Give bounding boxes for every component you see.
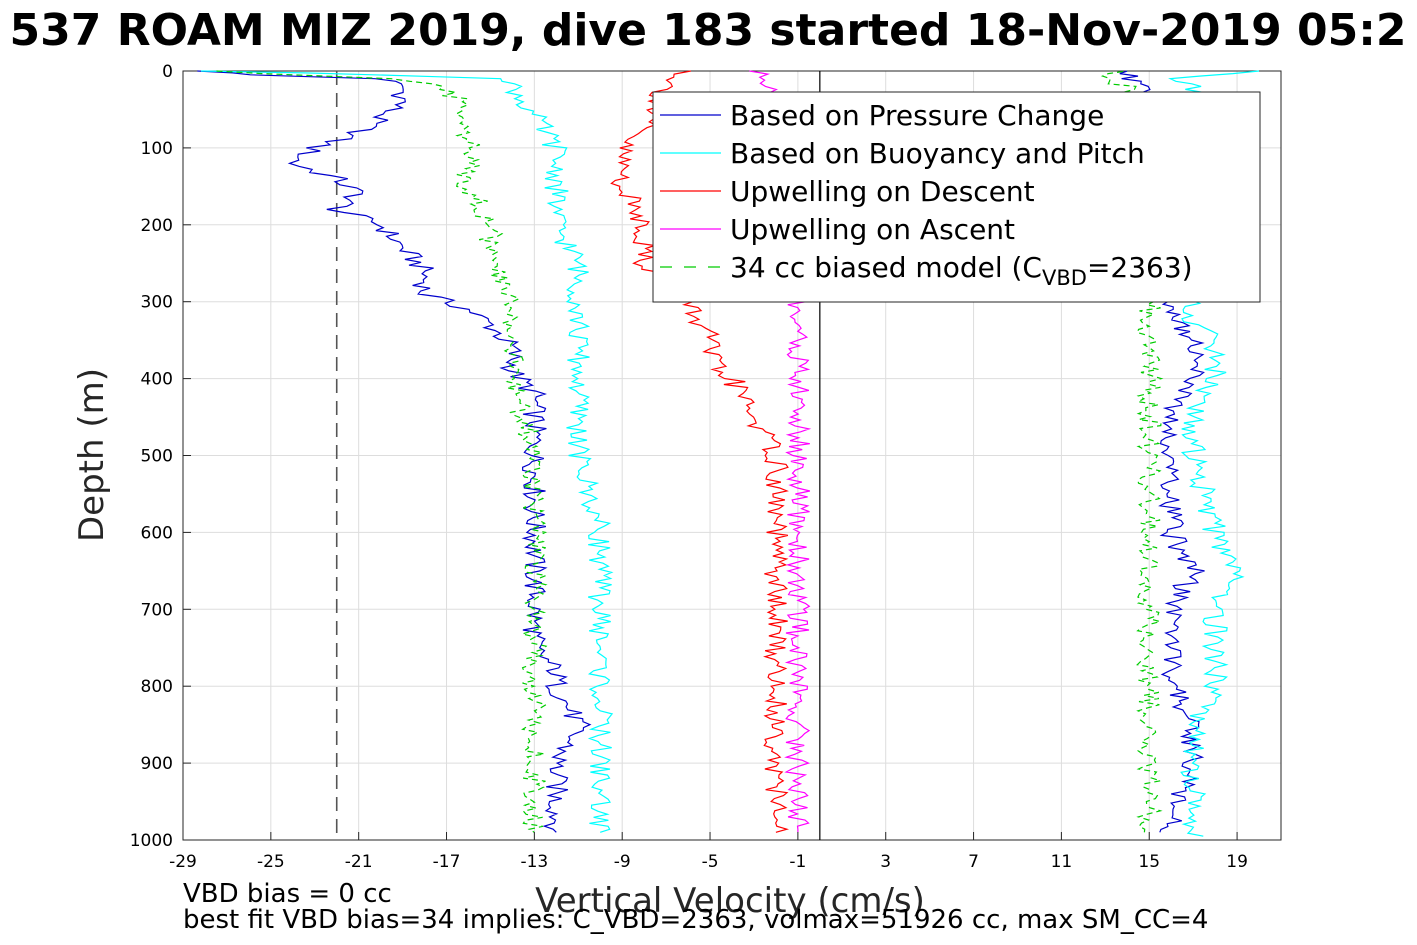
x-tick-label: 7 [968, 852, 979, 872]
chart-title: 537 ROAM MIZ 2019, dive 183 started 18-N… [10, 5, 1407, 56]
x-axis-label: Vertical Velocity (cm/s) [535, 881, 925, 921]
legend-box [652, 91, 1261, 303]
y-tick-label: 200 [141, 216, 173, 236]
x-tick-label: -25 [257, 852, 285, 872]
y-tick-label: 500 [141, 447, 173, 467]
y-tick-label: 800 [141, 677, 173, 697]
x-tick-label: 3 [880, 852, 891, 872]
x-tick-label: 11 [1051, 852, 1073, 872]
series-line-upwelling-on-descent-profile [610, 70, 790, 833]
legend-label: Upwelling on Descent [730, 175, 1035, 208]
legend-label: Based on Pressure Change [730, 99, 1104, 132]
x-tick-label: -21 [345, 852, 373, 872]
y-tick-label: 600 [141, 523, 173, 543]
x-tick-label: -13 [520, 852, 548, 872]
x-tick-label: -5 [702, 852, 719, 872]
x-tick-label: -29 [169, 852, 197, 872]
legend: Based on Pressure Change Based on Buoyanc… [652, 91, 1261, 303]
y-tick-label: 1000 [130, 831, 173, 851]
x-tick-label: -9 [614, 852, 631, 872]
y-tick-label: 400 [141, 370, 173, 390]
legend-label-part: 34 cc biased model (C [730, 251, 1042, 284]
x-tick-label: 15 [1138, 852, 1160, 872]
series-upwelling-on-descent [610, 70, 790, 833]
legend-label-subscript: VBD [1042, 266, 1087, 290]
vbd-bias-note: VBD bias = 0 cc [183, 879, 392, 909]
legend-label: Based on Buoyancy and Pitch [730, 137, 1145, 170]
legend-label-part: =2363) [1087, 251, 1193, 284]
y-tick-label: 700 [141, 600, 173, 620]
y-axis-label: Depth (m) [72, 368, 112, 542]
legend-label: Upwelling on Ascent [730, 213, 1015, 246]
axis-ticks: -29 -25 -21 -17 -13 -9 -5 -1 3 7 11 15 1901002003004… [130, 62, 1248, 872]
x-tick-label: -1 [789, 852, 806, 872]
y-tick-label: 100 [141, 139, 173, 159]
series-line-34-cc-biased-model-c-vbd-2363-descent [216, 70, 549, 833]
y-tick-label: 900 [141, 754, 173, 774]
best-fit-note: best fit VBD bias=34 implies: C_VBD=2363… [183, 905, 1208, 935]
legend-label: 34 cc biased model (CVBD=2363) [730, 251, 1193, 290]
series-line-based-on-buoyancy-and-pitch-descent [200, 70, 614, 833]
x-tick-label: -17 [433, 852, 461, 872]
x-tick-label: 19 [1226, 852, 1248, 872]
y-tick-label: 300 [141, 293, 173, 313]
y-tick-label: 0 [162, 62, 173, 82]
